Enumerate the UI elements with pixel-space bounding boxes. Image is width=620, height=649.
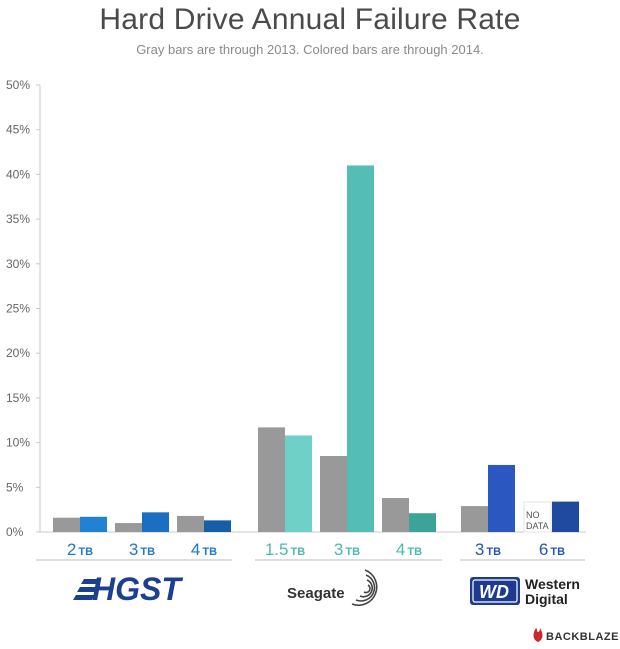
chart-title: Hard Drive Annual Failure Rate xyxy=(99,3,521,36)
hgst-logo-text: HGST xyxy=(92,571,183,607)
category-label: 6 TB xyxy=(539,540,565,559)
bars: NO DATA xyxy=(53,165,579,533)
category-label: 4 TB xyxy=(191,540,217,559)
no-data-box xyxy=(523,501,552,533)
bar-2013 xyxy=(177,515,204,532)
y-axis: 0% 5% 10% 15% 20% 25% 30% 35% 40% 45% 50% xyxy=(6,78,586,539)
bar-2014 xyxy=(80,516,107,532)
hgst-logo: HGST xyxy=(73,571,183,607)
bar-2014 xyxy=(488,464,515,532)
bar-2013 xyxy=(258,427,285,532)
no-data-label: NO DATA xyxy=(526,510,549,531)
wd-logo: WD Western Digital xyxy=(470,576,584,607)
manufacturer-logos: HGST Seagate WD Western Digital BACK xyxy=(73,569,619,643)
wd-mark-icon xyxy=(470,577,520,605)
y-tick-label: 10% xyxy=(6,436,30,450)
y-tick-label: 45% xyxy=(6,123,30,137)
category-label: 3 TB xyxy=(129,540,155,559)
bar-2014 xyxy=(285,435,312,532)
seagate-logo: Seagate xyxy=(287,569,378,606)
y-tick-label: 5% xyxy=(6,480,24,494)
bar-2013 xyxy=(461,506,488,532)
category-label: 3 TB xyxy=(334,540,360,559)
category-labels: 2 TB 3 TB 4 TB 1.5 TB 3 TB 4 TB 3 TB 6 TB xyxy=(36,540,585,561)
category-label: 1.5 TB xyxy=(265,540,305,559)
y-tick-label: 25% xyxy=(6,302,30,316)
y-tick-label: 20% xyxy=(6,346,30,360)
bar-2014 xyxy=(204,520,231,532)
seagate-logo-text: Seagate xyxy=(287,585,345,602)
y-tick-label: 0% xyxy=(6,525,24,539)
category-label: 3 TB xyxy=(475,540,501,559)
seagate-swirl-icon xyxy=(351,569,378,606)
wd-mark-text: WD xyxy=(479,582,509,602)
bar-2014 xyxy=(409,513,436,532)
category-label: 4 TB xyxy=(396,540,422,559)
bar-2014 xyxy=(552,501,579,532)
y-tick-label: 15% xyxy=(6,391,30,405)
chart-subtitle: Gray bars are through 2013. Colored bars… xyxy=(136,42,484,57)
bar-2013 xyxy=(115,523,142,532)
bar-2013 xyxy=(382,498,409,532)
backblaze-logo-text: BACKBLAZE xyxy=(546,631,619,643)
y-tick-label: 50% xyxy=(6,78,30,92)
hgst-speed-lines-icon xyxy=(73,579,99,600)
bar-2014 xyxy=(347,165,374,532)
y-tick-label: 40% xyxy=(6,167,30,181)
bar-2013 xyxy=(53,517,80,532)
category-label: 2 TB xyxy=(67,540,93,559)
y-tick-label: 30% xyxy=(6,257,30,271)
bar-2014 xyxy=(142,512,169,532)
bar-2013 xyxy=(320,456,347,532)
backblaze-logo: BACKBLAZE xyxy=(533,628,619,643)
wd-logo-text: Western Digital xyxy=(525,576,584,607)
y-tick-label: 35% xyxy=(6,212,30,226)
flame-icon xyxy=(533,628,543,642)
